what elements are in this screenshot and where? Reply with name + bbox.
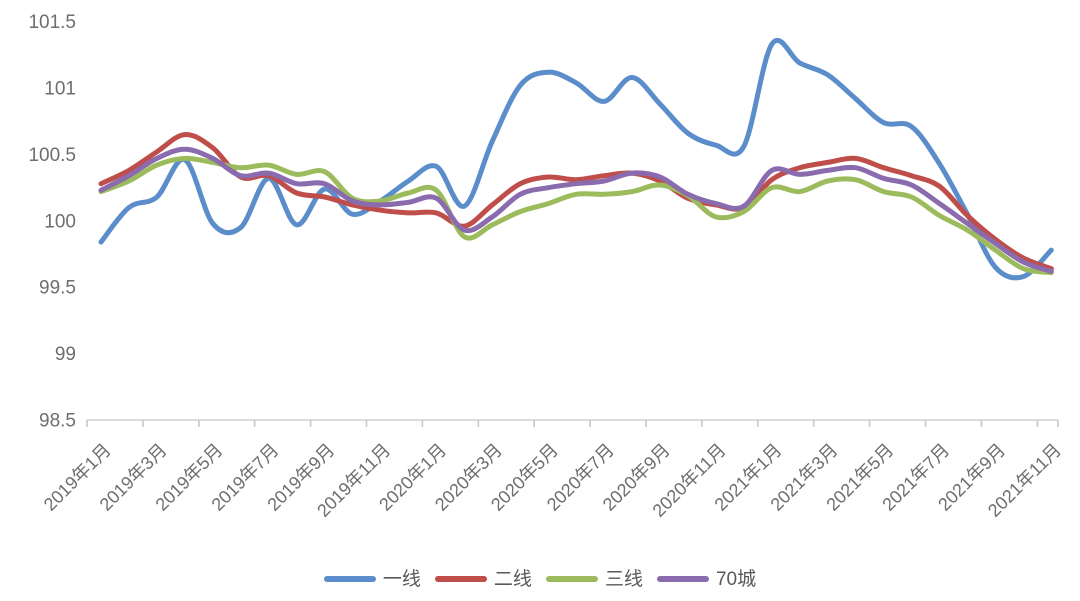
series-line-三线 — [98, 155, 1054, 276]
y-axis-tick-label: 99.5 — [39, 278, 76, 299]
y-axis-tick-label: 101 — [44, 79, 76, 100]
legend-item-label: 一线 — [382, 568, 421, 590]
legend-item-二线[interactable]: 二线 — [434, 568, 532, 590]
legend-swatch-icon — [656, 576, 709, 582]
y-axis-tick-label: 99 — [55, 344, 76, 365]
legend-item-label: 三线 — [604, 568, 643, 590]
legend-swatch-icon — [323, 576, 376, 582]
y-axis-tick-label: 100.5 — [28, 145, 76, 166]
legend-item-一线[interactable]: 一线 — [323, 568, 421, 590]
series-line-二线 — [98, 132, 1054, 272]
legend-item-label: 二线 — [493, 568, 532, 590]
legend-swatch-icon — [545, 576, 598, 582]
legend: 一线 二线 三线 70城 — [0, 563, 1080, 595]
y-axis-tick-label: 98.5 — [39, 411, 76, 432]
y-axis-tick-label: 101.5 — [28, 12, 76, 33]
series-line-一线 — [98, 38, 1054, 281]
legend-item-label: 70城 — [715, 568, 757, 590]
y-axis-tick-label: 100 — [44, 211, 76, 232]
legend-swatch-icon — [434, 576, 487, 582]
series-line-70城 — [98, 146, 1054, 274]
legend-item-70城[interactable]: 70城 — [656, 568, 757, 590]
legend-item-三线[interactable]: 三线 — [545, 568, 643, 590]
